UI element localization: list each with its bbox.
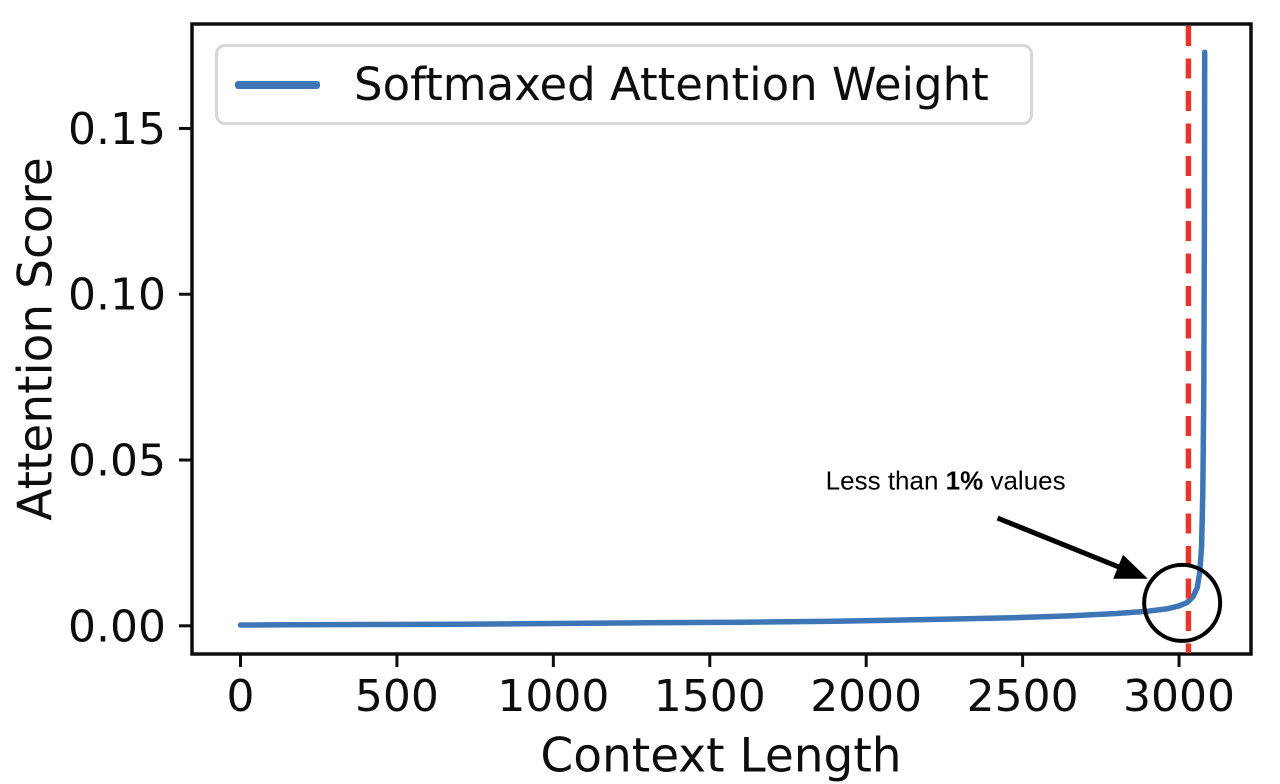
y-tick-label: 0.00 xyxy=(68,601,166,652)
legend-label: Softmaxed Attention Weight xyxy=(354,58,989,111)
x-tick-label: 1500 xyxy=(654,671,766,722)
x-axis-label: Context Length xyxy=(540,728,902,784)
annotation-text-bold: 1% xyxy=(945,465,984,496)
x-tick-label: 1000 xyxy=(497,671,609,722)
x-tick-label: 0 xyxy=(226,671,254,722)
annotation-label: Less than 1% values xyxy=(826,466,1066,497)
annotation-text-suffix: values xyxy=(983,465,1066,496)
y-tick-label: 0.10 xyxy=(68,270,166,321)
x-tick-label: 500 xyxy=(355,671,439,722)
attention-line xyxy=(237,49,1208,628)
annotation-arrow-line xyxy=(996,515,1129,573)
x-tick-label: 2000 xyxy=(810,671,922,722)
highlight-circle xyxy=(1142,562,1223,643)
x-tick-label: 3000 xyxy=(1123,671,1235,722)
legend-line-sample xyxy=(235,80,320,89)
axes-frame xyxy=(190,22,1253,656)
y-axis-label: Attention Score xyxy=(8,157,64,521)
y-tick-label: 0.15 xyxy=(68,104,166,155)
annotation-text-prefix: Less than xyxy=(825,465,946,496)
y-tick-label: 0.05 xyxy=(68,436,166,487)
annotation-arrow-head xyxy=(1113,554,1148,579)
x-tick-label: 2500 xyxy=(967,671,1079,722)
legend: Softmaxed Attention Weight xyxy=(215,44,1033,125)
